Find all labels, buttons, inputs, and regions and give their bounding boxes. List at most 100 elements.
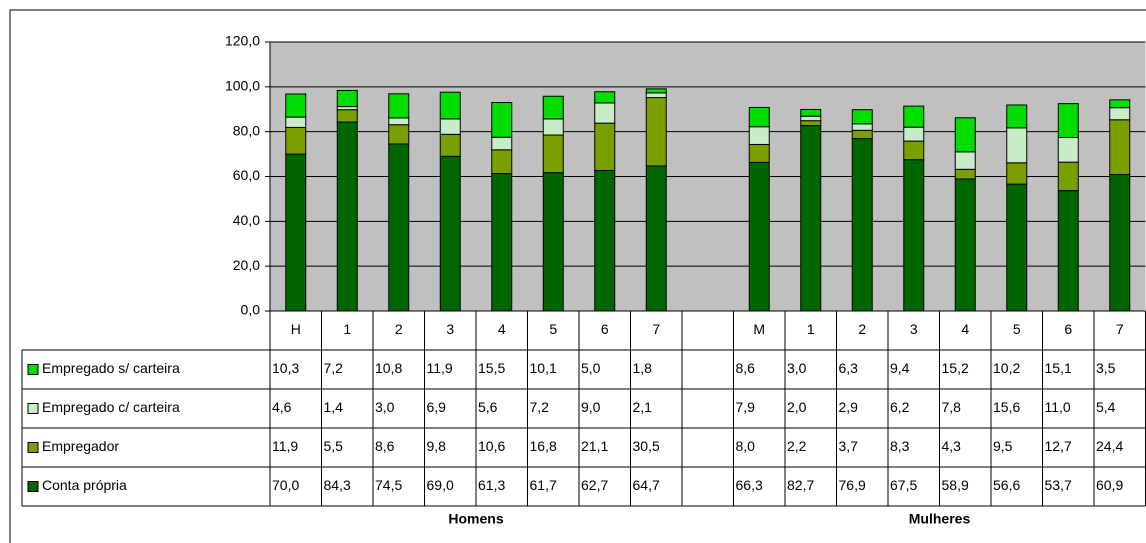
bar-segment: [645, 97, 667, 167]
bar-segment: [285, 93, 307, 118]
data-label: 7,2: [324, 360, 344, 376]
data-label: 7,8: [942, 399, 962, 415]
bar-segment: [491, 136, 513, 151]
y-tick-label: 40,0: [233, 212, 260, 228]
data-label: 7,9: [736, 399, 756, 415]
x-tick-label: 4: [498, 321, 506, 337]
bar-segment: [645, 88, 667, 94]
bar-segment: [748, 161, 770, 312]
bar-segment: [439, 118, 461, 135]
y-tick-label: 0,0: [241, 302, 261, 318]
data-label: 10,6: [478, 438, 505, 454]
bar-segment: [954, 117, 976, 153]
data-label: 12,7: [1045, 438, 1072, 454]
y-tick-label: 20,0: [233, 257, 260, 273]
data-label: 11,9: [272, 438, 298, 454]
bar-segment: [903, 159, 925, 312]
bar-segment: [542, 118, 564, 136]
bar-segment: [903, 126, 925, 142]
bar-segment: [285, 116, 307, 128]
data-label: 61,7: [530, 477, 557, 493]
data-label: 15,5: [478, 360, 505, 376]
data-label: 6,3: [839, 360, 859, 376]
bar-segment: [542, 134, 564, 174]
data-label: 2,2: [787, 438, 807, 454]
bar-segment: [336, 109, 358, 123]
data-label: 6,2: [890, 399, 910, 415]
data-label: 15,1: [1045, 360, 1072, 376]
data-label: 69,0: [427, 477, 454, 493]
bar-segment: [388, 143, 410, 312]
bar-segment: [645, 92, 667, 99]
data-label: 9,0: [581, 399, 601, 415]
data-label: 66,3: [736, 477, 763, 493]
y-tick-label: 60,0: [233, 167, 260, 183]
x-tick-label: 5: [1013, 321, 1021, 337]
data-label: 70,0: [272, 477, 299, 493]
bar-segment: [954, 178, 976, 312]
bar-segment: [800, 120, 822, 127]
x-tick-label: 6: [1064, 321, 1072, 337]
legend-key: [27, 364, 39, 375]
x-tick-label: 7: [1116, 321, 1124, 337]
bar-segment: [491, 173, 513, 312]
bar-segment: [1109, 119, 1131, 175]
x-tick-label: 6: [601, 321, 609, 337]
data-label: 5,5: [324, 438, 344, 454]
data-label: 10,1: [530, 360, 557, 376]
bar-segment: [594, 122, 616, 171]
bar-segment: [491, 149, 513, 175]
bar-segment: [594, 169, 616, 312]
data-label: 58,9: [942, 477, 969, 493]
bar-segment: [439, 133, 461, 157]
bar-segment: [800, 115, 822, 122]
bar-segment: [1006, 104, 1028, 129]
data-label: 15,2: [942, 360, 969, 376]
bar-segment: [388, 117, 410, 126]
data-label: 21,1: [581, 438, 608, 454]
data-label: 64,7: [633, 477, 660, 493]
data-label: 3,5: [1096, 360, 1116, 376]
data-label: 9,8: [427, 438, 447, 454]
bar-segment: [388, 93, 410, 119]
bar-segment: [954, 151, 976, 170]
bar-segment: [903, 140, 925, 161]
y-tick-label: 100,0: [225, 78, 260, 94]
legend-label: Empregador: [42, 438, 119, 454]
data-label: 3,0: [787, 360, 807, 376]
data-label: 60,9: [1096, 477, 1123, 493]
data-label: 4,3: [942, 438, 962, 454]
bar-segment: [851, 129, 873, 140]
bar-segment: [851, 123, 873, 131]
bar-segment: [1057, 190, 1079, 312]
data-label: 61,3: [478, 477, 505, 493]
data-label: 11,9: [427, 360, 453, 376]
data-label: 11,0: [1045, 399, 1071, 415]
bar-segment: [851, 138, 873, 312]
data-label: 10,8: [375, 360, 402, 376]
x-tick-label: 3: [446, 321, 454, 337]
data-label: 30,5: [633, 438, 660, 454]
group-label: Homens: [448, 511, 503, 527]
data-label: 67,5: [890, 477, 917, 493]
legend-key: [27, 403, 39, 414]
legend-label: Empregado s/ carteira: [42, 360, 180, 376]
data-label: 24,4: [1096, 438, 1123, 454]
x-tick-label: 2: [858, 321, 866, 337]
bar-segment: [594, 102, 616, 124]
bar-segment: [800, 125, 822, 312]
legend-label: Conta própria: [42, 477, 127, 493]
data-label: 84,3: [324, 477, 351, 493]
bar-segment: [542, 95, 564, 120]
data-label: 9,5: [993, 438, 1013, 454]
bar-segment: [1109, 107, 1131, 121]
bar-segment: [800, 108, 822, 117]
data-label: 8,3: [890, 438, 910, 454]
bar-segment: [903, 105, 925, 128]
data-label: 4,6: [272, 399, 292, 415]
x-tick-label: 5: [549, 321, 557, 337]
x-tick-label: 2: [395, 321, 403, 337]
bar-segment: [1057, 136, 1079, 163]
x-tick-label: 4: [961, 321, 969, 337]
